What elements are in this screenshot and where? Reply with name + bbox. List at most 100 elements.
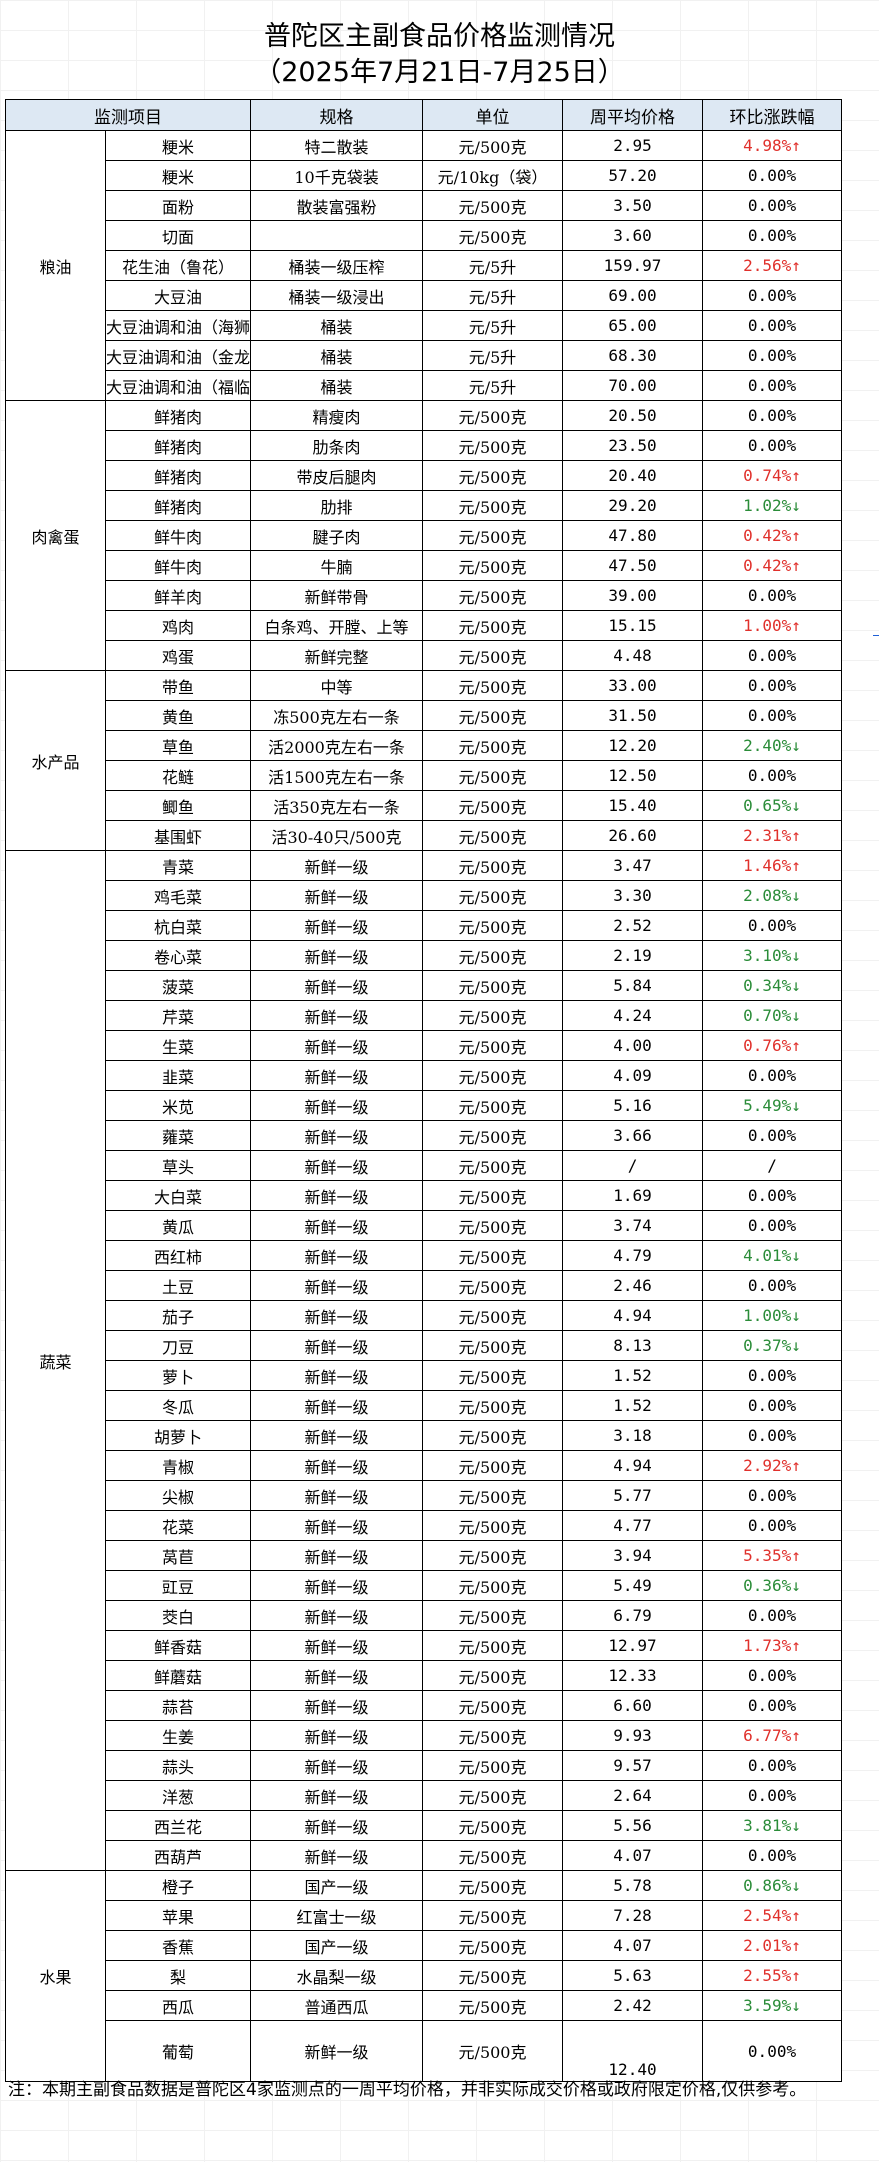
change-cell: 0.00% (702, 1840, 843, 1871)
spec-cell: 新鲜一级 (250, 970, 424, 1001)
item-cell: 苹果 (104, 1900, 252, 1931)
spec-cell: 活350克左右一条 (250, 790, 424, 821)
item-cell: 西瓜 (104, 1990, 252, 2021)
spec-cell: 新鲜一级 (250, 1390, 424, 1421)
table-row: 西葫芦 新鲜一级 元/500克 4.07 0.00% (6, 1840, 843, 1871)
item-cell: 西葫芦 (104, 1840, 252, 1871)
unit-cell: 元/500克 (422, 1870, 564, 1901)
spec-cell: 新鲜一级 (250, 1360, 424, 1391)
spec-cell: 新鲜完整 (250, 640, 424, 671)
item-cell: 鲜牛肉 (104, 550, 252, 581)
spec-cell: 新鲜一级 (250, 1150, 424, 1181)
price-cell: 4.94 (562, 1450, 704, 1481)
item-cell: 菠菜 (104, 970, 252, 1001)
unit-cell: 元/500克 (422, 460, 564, 491)
spec-cell: 新鲜一级 (250, 880, 424, 911)
spec-cell: 新鲜一级 (250, 1000, 424, 1031)
table-row: 梨水晶梨一级 元/500克 5.63 2.55%↑ (6, 1960, 843, 1991)
price-cell: 6.79 (562, 1600, 704, 1631)
change-cell: 0.76%↑ (702, 1030, 843, 1061)
unit-cell: 元/500克 (422, 1090, 564, 1121)
category-cell: 肉禽蛋 (5, 400, 106, 671)
price-cell: 3.74 (562, 1210, 704, 1241)
category-cell: 蔬菜 (5, 850, 106, 1871)
price-cell: 69.00 (562, 280, 704, 311)
table-row: 蒜头 新鲜一级 元/500克 9.57 0.00% (6, 1750, 843, 1781)
spec-cell: 新鲜一级 (250, 910, 424, 941)
price-table: 监测项目 规格 单位 周平均价格 环比涨跌幅 粮油 粳米 特二散装 元/500克 2.9… (4, 99, 843, 2082)
table-row: 青椒 新鲜一级 元/500克 4.94 2.92%↑ (6, 1450, 843, 1481)
unit-cell: 元/5升 (422, 340, 564, 371)
spec-cell: 特二散装 (250, 130, 424, 161)
unit-cell: 元/500克 (422, 1360, 564, 1391)
footnote: 注：本期主副食品数据是普陀区4家监测点的一周平均价格，并非实际成交价格或政府限定… (8, 2080, 807, 2100)
header-item: 监测项目 (4, 99, 252, 131)
item-cell: 粳米 (104, 160, 252, 191)
item-cell: 鸡肉 (104, 610, 252, 641)
item-cell: 鸡毛菜 (104, 880, 252, 911)
item-cell: 草头 (104, 1150, 252, 1181)
unit-cell: 元/500克 (422, 1000, 564, 1031)
unit-cell: 元/500克 (422, 1900, 564, 1931)
spec-cell: 新鲜一级 (250, 1600, 424, 1631)
table-row: 大豆油调和油（海狮 桶装 元/5升 65.00 0.00% (6, 310, 843, 341)
table-row: 葡萄 新鲜一级 元/500克 12.40 0.00% (6, 2020, 843, 2082)
price-cell: 4.24 (562, 1000, 704, 1031)
price-cell: 2.52 (562, 910, 704, 941)
unit-cell: 元/500克 (422, 1570, 564, 1601)
change-cell: 2.54%↑ (702, 1900, 843, 1931)
price-cell: 3.94 (562, 1540, 704, 1571)
item-cell: 橙子 (104, 1870, 252, 1901)
price-cell: 1.52 (562, 1390, 704, 1421)
item-cell: 茄子 (104, 1300, 252, 1331)
category-cell: 水果 (5, 1870, 106, 2082)
spec-cell: 新鲜带骨 (250, 580, 424, 611)
change-cell: 2.92%↑ (702, 1450, 843, 1481)
table-header-row: 监测项目 规格 单位 周平均价格 环比涨跌幅 (4, 99, 843, 131)
change-cell: 0.00% (702, 220, 843, 251)
item-cell: 韭菜 (104, 1060, 252, 1091)
table-row: 粮油 粳米 特二散装 元/500克 2.95 4.98%↑ (5, 130, 843, 401)
table-row: 鲜猪肉 带皮后腿肉 元/500克 20.40 0.74%↑ (6, 460, 843, 491)
spec-cell: 新鲜一级 (250, 1540, 424, 1571)
table-row: 生姜 新鲜一级 元/500克 9.93 6.77%↑ (6, 1720, 843, 1751)
spec-cell: 新鲜一级 (250, 1630, 424, 1661)
table-row: 黄鱼 冻500克左右一条 元/500克 31.50 0.00% (6, 700, 843, 731)
unit-cell: 元/500克 (422, 670, 564, 701)
item-cell: 青椒 (104, 1450, 252, 1481)
unit-cell: 元/500克 (422, 1210, 564, 1241)
item-cell: 生姜 (104, 1720, 252, 1751)
price-cell: 3.50 (562, 190, 704, 221)
spec-cell: 冻500克左右一条 (250, 700, 424, 731)
item-cell: 香蕉 (104, 1930, 252, 1961)
price-cell: 5.77 (562, 1480, 704, 1511)
unit-cell: 元/500克 (422, 1330, 564, 1361)
table-row: 莴苣 新鲜一级 元/500克 3.94 5.35%↑ (6, 1540, 843, 1571)
unit-cell: 元/500克 (422, 820, 564, 851)
price-cell: 4.79 (562, 1240, 704, 1271)
item-cell: 鲫鱼 (104, 790, 252, 821)
item-cell: 鲜猪肉 (104, 430, 252, 461)
spec-cell: 新鲜一级 (250, 1090, 424, 1121)
item-cell: 黄瓜 (104, 1210, 252, 1241)
unit-cell: 元/500克 (422, 1420, 564, 1451)
table-row: 生菜 新鲜一级 元/500克 4.00 0.76%↑ (6, 1030, 843, 1061)
change-cell: 0.00% (702, 760, 843, 791)
change-cell: 2.56%↑ (702, 250, 843, 281)
spec-cell: 新鲜一级 (250, 2020, 424, 2082)
change-cell: 0.00% (702, 160, 843, 191)
spec-cell: 新鲜一级 (250, 1420, 424, 1451)
item-cell: 鲜猪肉 (104, 400, 252, 431)
price-cell: 7.28 (562, 1900, 704, 1931)
unit-cell: 元/500克 (422, 1390, 564, 1421)
item-cell: 西兰花 (104, 1810, 252, 1841)
header-change: 环比涨跌幅 (702, 99, 843, 131)
price-cell: 68.30 (562, 340, 704, 371)
table-row: 鲜香菇 新鲜一级 元/500克 12.97 1.73%↑ (6, 1630, 843, 1661)
table-row: 花生油（鲁花） 桶装一级压榨 元/5升 159.97 2.56%↑ (6, 250, 843, 281)
price-cell: 12.40 (562, 2020, 704, 2082)
unit-cell: 元/10kg（袋） (422, 160, 564, 191)
price-cell: 12.50 (562, 760, 704, 791)
unit-cell: 元/500克 (422, 700, 564, 731)
item-cell: 刀豆 (104, 1330, 252, 1361)
